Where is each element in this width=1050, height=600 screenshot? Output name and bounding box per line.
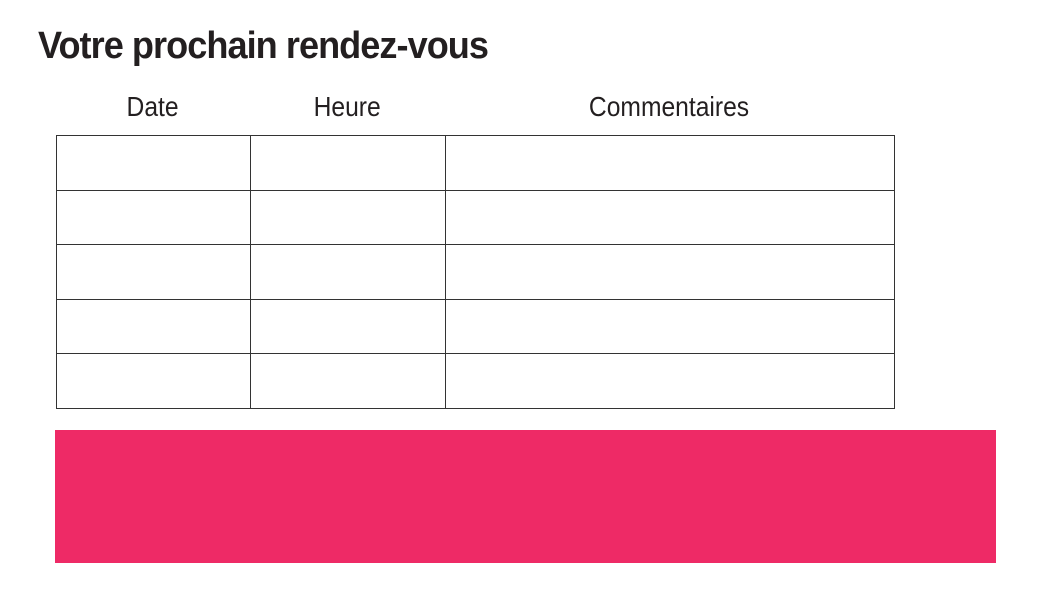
appointments-table [56,135,895,409]
table-column-headers: Date Heure Commentaires [56,90,894,124]
table-cell-commentaires [445,298,895,355]
column-header-commentaires-label: Commentaires [589,91,750,122]
column-header-commentaires: Commentaires [445,90,894,124]
page-title: Votre prochain rendez-vous [38,25,489,67]
table-row [56,135,895,191]
table-cell-commentaires [445,244,895,300]
column-header-date-label: Date [126,91,180,122]
table-row [56,353,895,409]
table-row [56,244,895,300]
accent-band [55,430,996,563]
column-header-date: Date [56,90,250,124]
appointments-table-body [56,135,895,409]
table-cell-date [56,189,251,246]
table-cell-heure [250,189,446,246]
table-cell-commentaires [445,135,895,191]
table-cell-commentaires [445,353,895,409]
table-cell-date [56,135,251,191]
table-row [56,298,895,355]
table-cell-heure [250,353,446,409]
table-cell-commentaires [445,189,895,246]
table-cell-heure [250,298,446,355]
column-header-heure-label: Heure [313,91,382,122]
table-cell-date [56,244,251,300]
table-cell-heure [250,135,446,191]
table-cell-heure [250,244,446,300]
column-header-heure: Heure [250,90,445,124]
table-cell-date [56,298,251,355]
table-row [56,189,895,246]
table-cell-date [56,353,251,409]
